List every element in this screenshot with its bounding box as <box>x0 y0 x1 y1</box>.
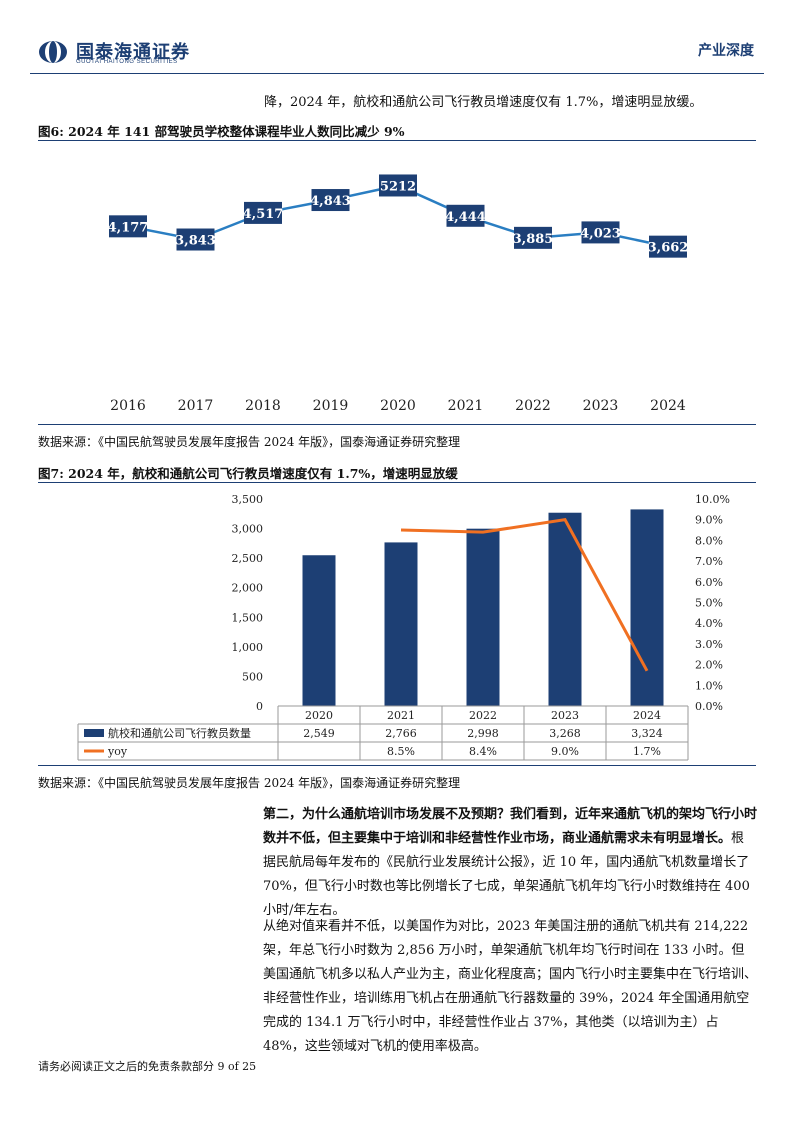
chart7-y2-tick: 2.0% <box>695 659 723 672</box>
chart6-x-tick-2020: 2020 <box>380 398 416 414</box>
paragraph-body: 根据民航局每年发布的《民航行业发展统计公报》，近 10 年，国内通航飞机数量增长… <box>263 831 750 918</box>
chart7-bar-value-2022: 2,998 <box>467 727 499 740</box>
chart6-data-label-2023: 4,023 <box>580 226 621 241</box>
chart7-y-tick: 1,000 <box>232 641 264 654</box>
chart7-data-table: 2020 2,549 2021 2,766 8.5% 2022 2,998 8.4% 2023 3… <box>77 705 689 761</box>
chart6-label-box-2018 <box>244 201 282 224</box>
chart7-bar-value-2023: 3,268 <box>549 727 581 740</box>
chart7-yoy-value-2021: 8.5% <box>387 745 415 758</box>
chart6-data-labels: 4,177 3,843 4,517 4,843 5212 4,444 3,885 4,023 3… <box>108 174 689 258</box>
chart6-x-tick-2017: 2017 <box>178 398 214 414</box>
figure7-source: 数据来源：《中国民航驾驶员发展年度报告 2024 年版》，国泰海通证券研究整理 <box>38 776 461 790</box>
chart7-y2-tick: 6.0% <box>695 576 723 589</box>
chart6-label-box-2019 <box>311 189 350 212</box>
chart6-data-label-2016: 4,177 <box>108 220 149 235</box>
document-type: 产业深度 <box>698 43 754 59</box>
chart7-y2-tick: 10.0% <box>695 493 730 506</box>
company-name-en: GUOTAI HAITONG SECURITIES <box>76 59 178 65</box>
chart7-y2-tick: 4.0% <box>695 617 723 630</box>
chart7-y2-tick: 9.0% <box>695 514 723 527</box>
paragraph-comparison: 从绝对值来看并不低，以美国作为对比，2023 年美国注册的通航飞机共有 214,… <box>263 919 758 1054</box>
chart6-data-label-2017: 3,843 <box>175 234 216 249</box>
page-footer: 请务必阅读正文之后的免责条款部分 9 of 25 <box>38 1060 257 1073</box>
chart6-x-tick-2018: 2018 <box>245 398 281 414</box>
chart7-y-tick: 1,500 <box>232 611 264 624</box>
chart7-y-tick: 3,500 <box>232 493 264 506</box>
chart6-x-axis: 2016 2017 2018 2019 2020 2021 2022 2023 2024 <box>110 398 686 414</box>
chart6-x-tick-2022: 2022 <box>515 398 551 414</box>
chart6-data-label-2020: 5212 <box>380 179 416 194</box>
intro-line: 降，2024 年，航校和通航公司飞行教员增速度仅有 1.7%，增速明显放缓。 <box>264 95 703 110</box>
chart7-yoy-value-2024: 1.7% <box>633 745 661 758</box>
chart7-x-tick-2023: 2023 <box>551 709 579 722</box>
chart7-bar-value-2024: 3,324 <box>631 727 663 740</box>
chart6-label-box-2022 <box>514 226 552 249</box>
chart6-label-box-2023 <box>581 221 620 244</box>
figure7-top-divider <box>38 482 756 483</box>
chart6-label-box-2017 <box>176 228 215 251</box>
chart7-x-tick-2021: 2021 <box>387 709 415 722</box>
chart6-data-label-2018: 4,517 <box>243 207 284 222</box>
legend-yoy-label: yoy <box>107 745 128 758</box>
chart7-y-tick: 500 <box>242 670 263 683</box>
chart6-x-tick-2021: 2021 <box>448 398 484 414</box>
chart7-bar-2020 <box>302 555 336 706</box>
legend-bar-swatch <box>84 729 104 737</box>
chart7-y-tick: 2,000 <box>232 582 264 595</box>
chart6-label-box-2024 <box>649 235 687 258</box>
chart7-x-tick-2024: 2024 <box>633 709 661 722</box>
chart7-bar-2022 <box>466 528 500 706</box>
figure6-bottom-divider <box>38 424 756 425</box>
chart6-stems <box>127 185 669 387</box>
chart7-bar-value-2021: 2,766 <box>385 727 417 740</box>
chart6-x-tick-2024: 2024 <box>650 398 686 414</box>
chart7-left-axis: 0 500 1,000 1,500 2,000 2,500 3,000 3,500 <box>232 493 264 713</box>
page-header: 国泰海通证券 GUOTAI HAITONG SECURITIES 产业深度 <box>0 0 794 80</box>
chart6-x-tick-2023: 2023 <box>583 398 619 414</box>
instructors-combo-chart: 0 500 1,000 1,500 2,000 2,500 3,000 3,500 0.0% 1… <box>77 493 730 761</box>
chart7-bar-value-2020: 2,549 <box>303 727 335 740</box>
chart7-yoy-value-2023: 9.0% <box>551 745 579 758</box>
figure6-source: 数据来源：《中国民航驾驶员发展年度报告 2024 年版》，国泰海通证券研究整理 <box>38 435 461 449</box>
yoy-series-line <box>400 518 649 672</box>
figure6-top-divider <box>38 140 756 141</box>
chart7-bar-2024 <box>630 509 664 706</box>
figure7-title: 图7: 2024 年，航校和通航公司飞行教员增速度仅有 1.7%，增速明显放缓 <box>38 466 458 481</box>
chart6-data-label-2019: 4,843 <box>310 194 351 209</box>
chart7-bar-2023 <box>548 512 582 706</box>
chart6-x-tick-2016: 2016 <box>110 398 146 414</box>
chart7-y-tick: 3,000 <box>232 523 264 536</box>
chart7-bar-2021 <box>384 542 418 706</box>
chart6-data-label-2021: 4,444 <box>445 210 486 225</box>
graduates-line-chart: 4,177 3,843 4,517 4,843 5212 4,444 3,885 4,023 3… <box>108 174 689 414</box>
legend-bar-label: 航校和通航公司飞行教员数量 <box>108 726 251 740</box>
paragraph-second-point: 第二，为什么通航培训市场发展不及预期？我们看到，近年来通航飞机的架均飞行小时数并… <box>263 803 757 923</box>
chart7-yoy-value-2022: 8.4% <box>469 745 497 758</box>
chart6-data-label-2024: 3,662 <box>648 241 689 256</box>
chart7-y2-tick: 5.0% <box>695 597 723 610</box>
chart7-y2-tick: 7.0% <box>695 555 723 568</box>
chart6-x-tick-2019: 2019 <box>313 398 349 414</box>
header-divider <box>30 73 764 74</box>
chart7-y2-tick: 3.0% <box>695 638 723 651</box>
paragraph-lead-bold: 第二，为什么通航培训市场发展不及预期？我们看到，近年来通航飞机的架均飞行小时数并… <box>263 807 758 846</box>
chart7-bars <box>302 509 664 706</box>
chart7-y2-tick: 0.0% <box>695 700 723 713</box>
company-logo-icon <box>39 41 67 63</box>
figure6-title: 图6: 2024 年 141 部驾驶员学校整体课程毕业人数同比减少 9% <box>38 124 405 139</box>
chart6-label-box-2021 <box>446 204 485 227</box>
chart7-y2-tick: 1.0% <box>695 679 723 692</box>
chart6-label-box-2016 <box>109 215 147 238</box>
company-name-cn: 国泰海通证券 <box>76 42 190 63</box>
figure7-bottom-divider <box>38 765 756 766</box>
chart7-y2-tick: 8.0% <box>695 534 723 547</box>
chart7-y-tick: 0 <box>256 700 263 713</box>
chart6-label-box-2020 <box>379 174 417 197</box>
chart7-x-tick-2022: 2022 <box>469 709 497 722</box>
chart7-x-tick-2020: 2020 <box>305 709 333 722</box>
chart6-data-label-2022: 3,885 <box>513 232 554 247</box>
chart7-right-axis: 0.0% 1.0% 2.0% 3.0% 4.0% 5.0% 6.0% 7.0% 8.0% 9.0%… <box>695 493 730 713</box>
chart7-y-tick: 2,500 <box>232 552 264 565</box>
